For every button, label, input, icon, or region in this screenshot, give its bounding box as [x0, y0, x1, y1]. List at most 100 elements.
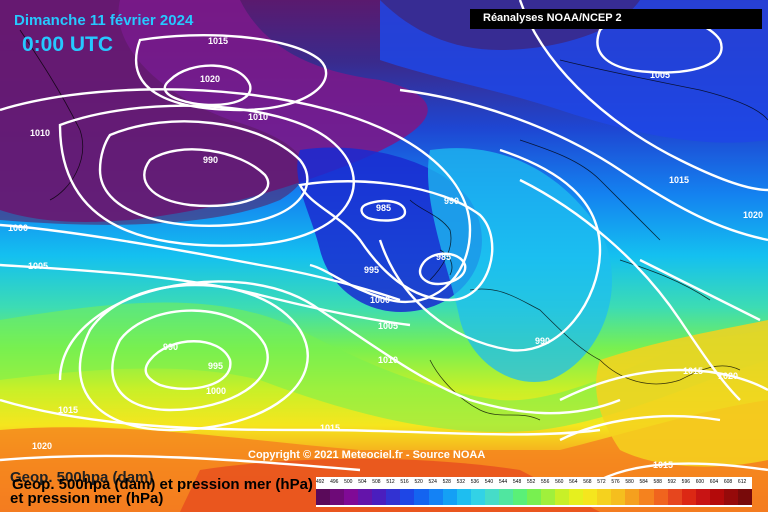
isobar-label: 1010 — [378, 355, 398, 365]
scale-tick-label: 604 — [709, 479, 719, 485]
scale-tick-label: 580 — [625, 479, 634, 485]
color-scale-ticks: 492 496 500 504 508 512 516 520 524 528 532 536 540 5… — [316, 477, 752, 489]
source-banner — [470, 9, 762, 29]
scale-tick-label: 540 — [484, 479, 494, 485]
isobar-label: 1015 — [683, 366, 703, 376]
scale-swatch — [737, 489, 752, 505]
scale-swatch — [330, 489, 345, 505]
scale-swatch — [428, 489, 443, 505]
scale-swatch — [583, 489, 598, 505]
dark-violet-region — [0, 0, 305, 225]
isobar-label: 995 — [208, 361, 223, 371]
scale-tick-label: 596 — [681, 479, 691, 485]
scale-tick-label: 512 — [386, 479, 395, 485]
scale-tick-label: 576 — [611, 479, 620, 485]
map-time: 0:00 UTC — [22, 33, 114, 56]
scale-tick-label: 508 — [372, 479, 381, 485]
copyright-notice: Copyright © 2021 Meteociel.fr - Source N… — [248, 449, 486, 461]
scale-swatch — [541, 489, 556, 505]
yellow-se-region — [596, 320, 768, 467]
scale-tick-label: 496 — [330, 479, 339, 485]
isobar-label: 995 — [364, 265, 379, 275]
scale-swatch — [456, 489, 471, 505]
scale-swatch — [344, 489, 359, 505]
isobar-label: 985 — [436, 252, 451, 262]
scale-swatch — [386, 489, 401, 505]
scale-tick-label: 520 — [414, 479, 423, 485]
scale-tick-label: 612 — [737, 479, 747, 485]
scale-tick-label: 568 — [583, 479, 592, 485]
scale-swatch — [484, 489, 499, 505]
scale-swatch — [414, 489, 429, 505]
isobar-label: 1015 — [320, 423, 340, 433]
scale-swatch — [695, 489, 710, 505]
isobar-label: 1015 — [653, 460, 673, 470]
isobar-label: 990 — [535, 336, 550, 346]
isobar-label: 1015 — [669, 175, 689, 185]
scale-swatch — [723, 489, 738, 505]
scale-tick-label: 600 — [695, 479, 705, 485]
scale-swatch — [709, 489, 724, 505]
scale-tick-label: 516 — [400, 479, 409, 485]
scale-swatch — [498, 489, 513, 505]
scale-tick-label: 560 — [555, 479, 564, 485]
isobar-label: 1020 — [718, 371, 738, 381]
scale-swatch — [569, 489, 584, 505]
isobar-label: 1000 — [206, 386, 226, 396]
scale-swatch — [512, 489, 527, 505]
scale-swatch — [625, 489, 640, 505]
scale-swatch — [442, 489, 457, 505]
isobar-label: 1010 — [30, 128, 50, 138]
scale-swatch — [597, 489, 612, 505]
coastlines — [19, 29, 768, 421]
isobar-label: 985 — [376, 203, 391, 213]
scale-tick-label: 552 — [526, 479, 536, 485]
scale-swatch — [639, 489, 654, 505]
scale-tick-label: 588 — [653, 479, 662, 485]
scale-swatch — [372, 489, 387, 505]
isobar-label: 1015 — [208, 36, 228, 46]
scale-tick-label: 524 — [428, 479, 437, 485]
scale-swatch — [526, 489, 541, 505]
scale-swatch — [316, 489, 331, 505]
isobar-label: 990 — [444, 196, 459, 206]
scale-tick-label: 592 — [667, 479, 676, 485]
isobar-label: 1020 — [200, 74, 220, 84]
scale-tick-label: 500 — [344, 479, 353, 485]
scale-tick-label: 544 — [498, 479, 508, 485]
scale-swatch — [681, 489, 696, 505]
scale-swatch — [358, 489, 373, 505]
scale-tick-label: 572 — [597, 479, 606, 485]
source-label: Réanalyses NOAA/NCEP 2 — [483, 12, 622, 24]
color-scale: 492 496 500 504 508 512 516 520 524 528 532 536 540 5… — [316, 477, 752, 507]
scale-tick-label: 564 — [569, 479, 578, 485]
color-scale-swatches — [316, 489, 752, 505]
isobar-label: 990 — [203, 155, 218, 165]
scale-tick-label: 492 — [316, 479, 325, 485]
scale-swatch — [555, 489, 570, 505]
scale-tick-label: 536 — [470, 479, 480, 485]
isobar-label: 1010 — [248, 112, 268, 122]
scale-tick-label: 556 — [541, 479, 550, 485]
scale-swatch — [400, 489, 415, 505]
isobar-label: 1000 — [370, 295, 390, 305]
green-belt — [0, 302, 768, 432]
scale-tick-label: 528 — [442, 479, 451, 485]
map-date: Dimanche 11 février 2024 — [14, 12, 194, 29]
scale-swatch — [667, 489, 682, 505]
scale-swatch — [653, 489, 668, 505]
isobar-label: 1005 — [650, 70, 670, 80]
scale-tick-label: 504 — [358, 479, 367, 485]
legend-subtitle: et pression mer (hPa) — [10, 490, 164, 507]
isobar-label: 1015 — [58, 405, 78, 415]
scale-swatch — [611, 489, 626, 505]
isobar-label: 1005 — [28, 261, 48, 271]
scale-tick-label: 608 — [723, 479, 733, 485]
scale-swatch — [470, 489, 485, 505]
isobar-labels: 1015 1020 1010 1005 990 1010 1000 1005 9… — [8, 36, 763, 470]
scale-tick-label: 532 — [456, 479, 465, 485]
legend-title-shadow: Geop. 500hpa (dam) — [10, 469, 154, 486]
isobar-label: 1000 — [8, 223, 28, 233]
